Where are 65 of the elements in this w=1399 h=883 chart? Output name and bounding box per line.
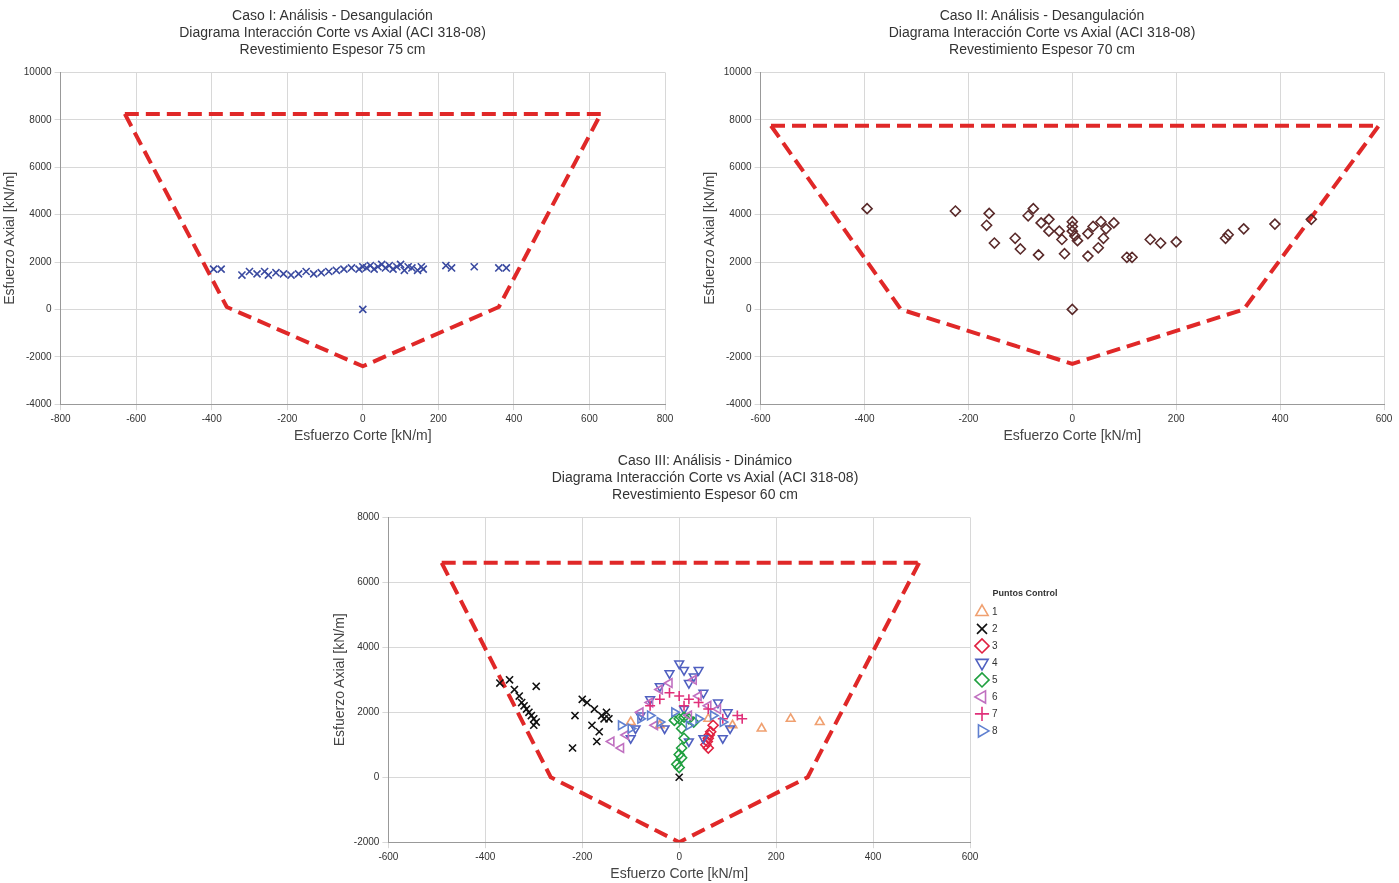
y-tick-label: 10000	[23, 66, 53, 78]
chart-subtitle: Diagrama Interacción Corte vs Axial (ACI 318-08) Revestimiento Espesor 75 cm	[179, 24, 486, 57]
x-tick-label: 600	[581, 412, 599, 424]
y-tick-label: 8000	[729, 113, 753, 125]
chart-title: Caso III: Análisis - Dinámico	[617, 452, 793, 469]
legend-title: Puntos Control	[992, 588, 1058, 599]
y-tick-label: 6000	[729, 160, 753, 172]
y-tick-label: 2000	[29, 255, 53, 267]
x-tick-label: 200	[430, 412, 448, 424]
y-axis-title: Esfuerzo Axial [kN/m]	[1, 171, 18, 305]
x-tick-label: -600	[126, 412, 147, 424]
legend-label: 1	[992, 605, 998, 617]
y-tick-label: 8000	[29, 113, 53, 125]
y-tick-label: 8000	[357, 511, 380, 523]
x-tick-label: 800	[656, 412, 674, 424]
y-axis-title: Esfuerzo Axial [kN/m]	[331, 613, 348, 747]
x-tick-label: -200	[277, 412, 298, 424]
x-tick-label: -200	[572, 850, 593, 862]
legend-label: 8	[992, 724, 998, 736]
x-tick-label: 600	[1375, 412, 1393, 424]
y-tick-label: 2000	[729, 255, 753, 267]
y-tick-label: 0	[746, 303, 753, 315]
x-axis-title: Esfuerzo Corte [kN/m]	[1003, 427, 1142, 444]
x-tick-label: -200	[958, 412, 979, 424]
legend-label: 5	[992, 673, 998, 685]
chart-subtitle: Diagrama Interacción Corte vs Axial (ACI 318-08) Revestimiento Espesor 70 cm	[888, 24, 1196, 57]
y-tick-label: 10000	[723, 66, 753, 78]
y-tick-label: 4000	[29, 208, 53, 220]
x-tick-label: 600	[961, 850, 979, 862]
chart-title: Caso I: Análisis - Desangulación	[232, 7, 433, 24]
x-tick-label: -400	[201, 412, 223, 424]
y-tick-label: -4000	[726, 397, 753, 409]
x-tick-label: -600	[750, 412, 772, 424]
y-tick-label: -2000	[353, 835, 380, 847]
legend-label: 3	[992, 639, 998, 651]
x-tick-label: 400	[505, 412, 523, 424]
y-tick-label: 4000	[357, 641, 380, 653]
x-tick-label: -400	[475, 850, 496, 862]
chart-subtitle: Diagrama Interacción Corte vs Axial (ACI 318-08) Revestimiento Espesor 60 cm	[551, 469, 859, 502]
y-axis-title: Esfuerzo Axial [kN/m]	[701, 171, 718, 305]
y-tick-label: -4000	[26, 397, 53, 409]
y-tick-label: 6000	[29, 160, 53, 172]
x-tick-label: 400	[1271, 412, 1289, 424]
y-tick-label: 4000	[729, 208, 753, 220]
legend-label: 2	[992, 622, 998, 634]
x-tick-label: -800	[50, 412, 72, 424]
x-axis-title: Esfuerzo Corte [kN/m]	[610, 865, 749, 882]
legend-label: 7	[992, 707, 998, 719]
y-tick-label: -2000	[26, 350, 53, 362]
y-tick-label: 2000	[357, 706, 380, 718]
x-tick-label: -600	[378, 850, 399, 862]
legend-label: 4	[992, 656, 998, 668]
x-tick-label: 200	[767, 850, 785, 862]
x-tick-label: -400	[854, 412, 875, 424]
chart-title: Caso II: Análisis - Desangulación	[939, 7, 1145, 24]
y-tick-label: 0	[373, 770, 380, 782]
y-tick-label: 6000	[357, 576, 380, 588]
x-tick-label: 400	[864, 850, 882, 862]
legend-label: 6	[992, 690, 998, 702]
y-tick-label: 0	[46, 303, 53, 315]
y-tick-label: -2000	[726, 350, 753, 362]
x-tick-label: 0	[1069, 412, 1076, 424]
x-axis-title: Esfuerzo Corte [kN/m]	[293, 427, 432, 444]
x-tick-label: 200	[1167, 412, 1185, 424]
x-tick-label: 0	[676, 850, 683, 862]
